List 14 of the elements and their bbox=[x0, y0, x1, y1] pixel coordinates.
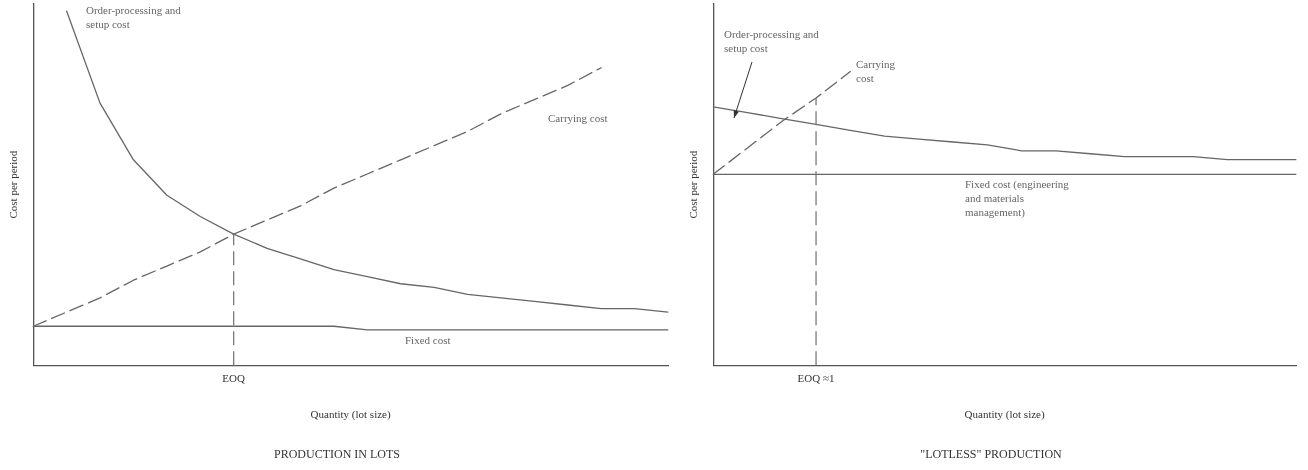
text: EOQ ≈1 bbox=[797, 371, 835, 384]
text: EOQ bbox=[222, 371, 245, 384]
text: PRODUCTION IN LOTS bbox=[274, 446, 400, 461]
y-axis-title: Cost per period bbox=[687, 150, 700, 219]
x-axis-title: Quantity (lot size) bbox=[310, 407, 391, 421]
text: Order-processing and setup cost bbox=[724, 28, 820, 55]
series-label: Order-processing and setup cost bbox=[86, 4, 182, 31]
series-label: Carrying cost bbox=[856, 58, 896, 85]
series-label: Carrying cost bbox=[548, 112, 608, 125]
series-label: Fixed cost bbox=[405, 334, 451, 347]
x-axis-title: Quantity (lot size) bbox=[964, 407, 1045, 421]
series-label: Fixed cost (engineering and materials management) bbox=[965, 178, 1070, 220]
text: "LOTLESS" PRODUCTION bbox=[920, 446, 1063, 461]
y-axis-title: Cost per period bbox=[7, 150, 20, 219]
